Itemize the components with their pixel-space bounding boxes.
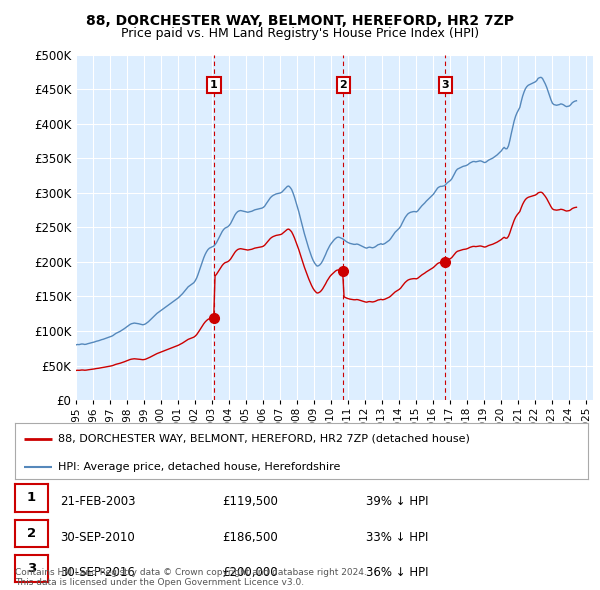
Text: 2: 2 [27,527,36,540]
Text: 36% ↓ HPI: 36% ↓ HPI [366,566,428,579]
Text: 1: 1 [27,491,36,504]
Text: 3: 3 [442,80,449,90]
Text: £119,500: £119,500 [222,495,278,508]
Text: 88, DORCHESTER WAY, BELMONT, HEREFORD, HR2 7ZP: 88, DORCHESTER WAY, BELMONT, HEREFORD, H… [86,14,514,28]
Text: Contains HM Land Registry data © Crown copyright and database right 2024.
This d: Contains HM Land Registry data © Crown c… [15,568,367,587]
Text: £186,500: £186,500 [222,530,278,543]
Text: £200,000: £200,000 [222,566,278,579]
Text: 2: 2 [340,80,347,90]
Text: 88, DORCHESTER WAY, BELMONT, HEREFORD, HR2 7ZP (detached house): 88, DORCHESTER WAY, BELMONT, HEREFORD, H… [58,434,470,444]
Text: Price paid vs. HM Land Registry's House Price Index (HPI): Price paid vs. HM Land Registry's House … [121,27,479,40]
Text: 1: 1 [210,80,218,90]
Text: 30-SEP-2010: 30-SEP-2010 [60,530,135,543]
Text: 3: 3 [27,562,36,575]
Text: 21-FEB-2003: 21-FEB-2003 [60,495,136,508]
Text: 30-SEP-2016: 30-SEP-2016 [60,566,135,579]
Text: 39% ↓ HPI: 39% ↓ HPI [366,495,428,508]
Text: 33% ↓ HPI: 33% ↓ HPI [366,530,428,543]
Text: HPI: Average price, detached house, Herefordshire: HPI: Average price, detached house, Here… [58,462,340,472]
